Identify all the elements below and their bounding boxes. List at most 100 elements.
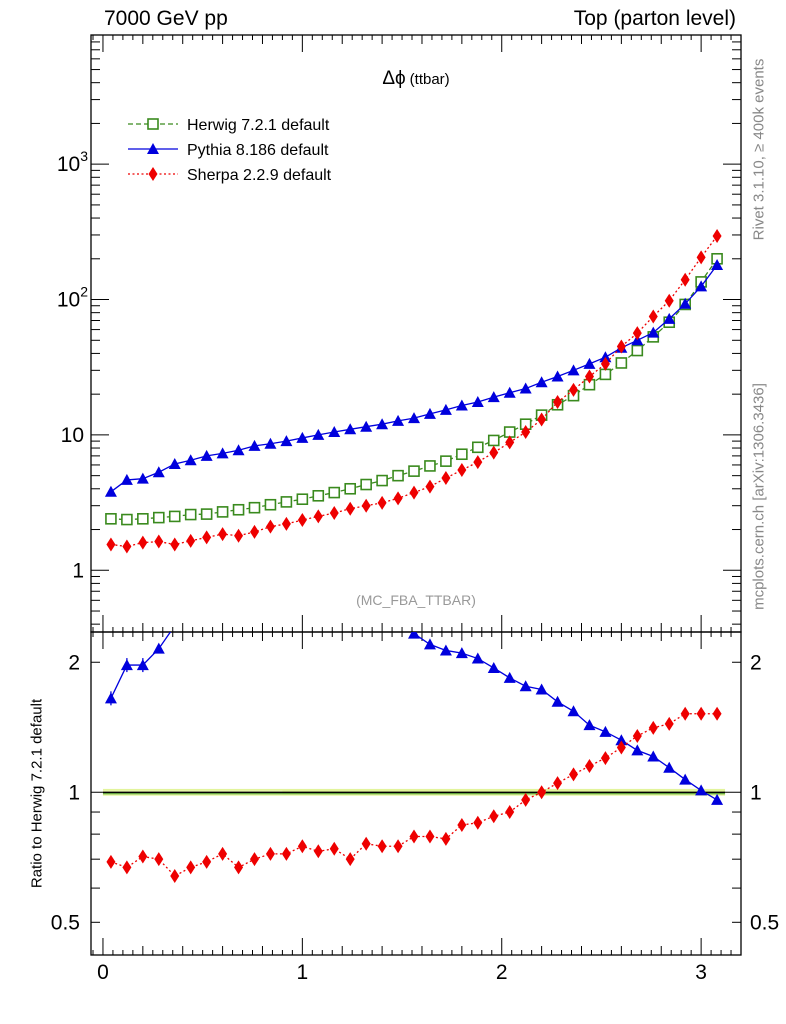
data-point-pythia — [152, 466, 165, 478]
y-tick-label: 102 — [57, 284, 88, 312]
data-point-pythia — [408, 412, 421, 424]
data-point-pythia — [455, 399, 468, 411]
x-tick-label: 2 — [496, 961, 508, 984]
ratio-point-pythia — [104, 692, 117, 704]
ratio-point-sherpa — [313, 844, 323, 859]
data-point-pythia — [487, 391, 500, 403]
y-tick-label: 0.5 — [750, 911, 779, 934]
ratio-point-sherpa — [409, 829, 419, 844]
series-herwig — [105, 252, 723, 526]
data-point-herwig — [232, 503, 245, 516]
data-point-pythia — [599, 351, 612, 363]
data-point-sherpa — [489, 445, 499, 460]
data-point-sherpa — [600, 356, 610, 371]
ratio-point-pythia — [455, 647, 468, 659]
ratio-point-pythia — [631, 744, 644, 756]
data-point-herwig — [121, 513, 133, 526]
data-point-sherpa — [569, 382, 579, 397]
data-point-sherpa — [297, 513, 307, 528]
data-point-pythia — [663, 312, 676, 324]
ratio-point-sherpa — [457, 817, 467, 832]
data-point-pythia — [647, 326, 660, 338]
chart-title: Δϕ (ttbar) — [382, 68, 449, 89]
data-point-sherpa — [632, 326, 642, 341]
data-point-pythia — [519, 382, 532, 394]
data-point-pythia — [104, 485, 117, 497]
ratio-point-sherpa — [265, 846, 275, 861]
data-point-pythia — [232, 444, 245, 456]
legend-label-sherpa: Sherpa 2.2.9 default — [187, 167, 332, 184]
data-point-pythia — [184, 454, 197, 466]
ratio-point-pythia — [328, 593, 340, 604]
data-point-sherpa — [249, 524, 259, 539]
ratio-point-sherpa — [170, 868, 180, 883]
ratio-point-pythia — [296, 590, 308, 601]
data-point-sherpa — [377, 495, 387, 510]
data-point-sherpa — [409, 485, 419, 500]
ratio-point-pythia — [392, 614, 404, 625]
data-point-herwig — [360, 478, 372, 491]
data-point-herwig — [408, 465, 420, 477]
data-point-pythia — [679, 297, 692, 309]
data-point-pythia — [344, 423, 357, 435]
data-point-pythia — [136, 472, 149, 484]
data-point-sherpa — [138, 535, 148, 550]
data-point-herwig — [472, 441, 484, 454]
ratio-point-sherpa — [377, 839, 387, 854]
ratio-point-sherpa — [202, 854, 212, 869]
data-point-sherpa — [537, 412, 547, 427]
data-point-herwig — [264, 498, 277, 511]
series-sherpa — [106, 228, 722, 554]
data-point-sherpa — [329, 505, 339, 520]
data-point-herwig — [248, 501, 261, 514]
data-point-herwig — [312, 489, 325, 502]
data-point-pythia — [439, 403, 452, 415]
data-point-pythia — [583, 357, 596, 369]
data-point-sherpa — [584, 369, 594, 384]
legend-label-herwig: Herwig 7.2.1 default — [187, 117, 330, 134]
data-point-pythia — [264, 437, 277, 449]
series-line-pythia — [110, 264, 718, 493]
y-tick-label: 1 — [72, 559, 84, 582]
ratio-point-pythia — [679, 773, 692, 785]
data-point-sherpa — [664, 293, 674, 308]
data-point-sherpa — [712, 228, 722, 243]
data-point-herwig — [328, 486, 341, 499]
data-point-sherpa — [425, 479, 435, 494]
ratio-point-sherpa — [473, 815, 483, 830]
mcplots-source-label: mcplots.cern.ch [arXiv:1306.3436] — [750, 383, 768, 610]
data-point-herwig — [344, 482, 357, 495]
data-point-pythia — [296, 431, 309, 443]
ratio-point-pythia — [487, 661, 500, 673]
ratio-point-sherpa — [329, 841, 339, 856]
data-point-herwig — [599, 368, 612, 381]
ratio-point-pythia — [248, 589, 260, 600]
ratio-point-pythia — [615, 734, 628, 746]
header-energy-label: 7000 GeV pp — [104, 7, 228, 30]
ratio-point-sherpa — [297, 839, 307, 854]
y-tick-label: 2 — [750, 651, 762, 674]
ratio-point-pythia — [663, 761, 676, 773]
legend-marker-herwig — [147, 118, 159, 130]
data-point-sherpa — [265, 519, 275, 534]
ratio-point-pythia — [136, 659, 149, 671]
ratio-uncertainty-band — [102, 788, 726, 796]
y-tick-label: 2 — [68, 651, 80, 674]
ratio-point-pythia — [647, 750, 660, 762]
ratio-point-sherpa — [234, 860, 244, 875]
ratio-line-pythia — [110, 632, 718, 801]
data-point-sherpa — [186, 533, 196, 548]
ratio-point-pythia — [233, 597, 245, 608]
ratio-point-sherpa — [138, 849, 148, 864]
ratio-point-sherpa — [696, 706, 706, 721]
ratio-point-sherpa — [680, 706, 690, 721]
ratio-point-sherpa — [186, 860, 196, 875]
ratio-point-pythia — [408, 632, 421, 639]
ratio-point-sherpa — [537, 785, 547, 800]
data-point-pythia — [423, 407, 436, 419]
data-point-pythia — [328, 426, 341, 438]
data-point-pythia — [248, 439, 261, 451]
ratio-point-pythia — [519, 680, 532, 692]
data-point-pythia — [280, 435, 293, 447]
rivet-version-label: Rivet 3.1.10, ≥ 400k events — [750, 58, 768, 241]
